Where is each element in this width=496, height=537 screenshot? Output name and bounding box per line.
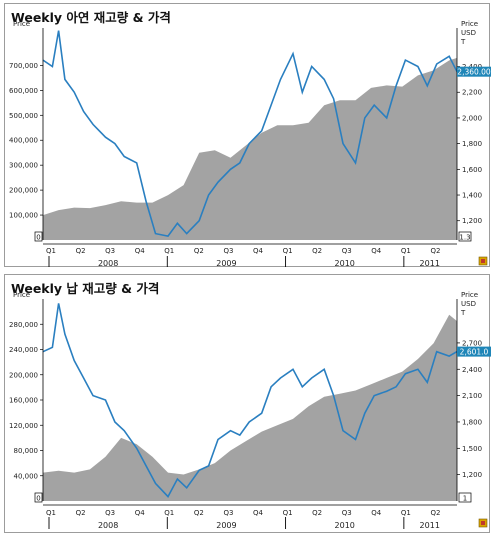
chart-title: Weekly 아연 재고량 & 가격 <box>11 10 171 25</box>
left-tick-label: 200,000 <box>9 371 38 379</box>
x-tick-label: Q4 <box>135 247 146 255</box>
left-axis-label: Price <box>13 291 30 299</box>
x-tick-label: Q4 <box>371 509 382 517</box>
price-line-series <box>42 303 458 498</box>
left-corner-marker-box <box>34 231 43 242</box>
left-axis-label: Price <box>13 20 30 28</box>
x-tick-label: Q3 <box>105 247 115 255</box>
year-label: 2011 <box>420 259 440 268</box>
x-tick-label: Q2 <box>194 247 204 255</box>
x-tick-label: Q1 <box>401 247 411 255</box>
x-tick-label: Q1 <box>46 509 56 517</box>
chart-settings-icon-inner <box>481 521 485 525</box>
x-tick-label: Q1 <box>401 509 411 517</box>
left-tick-label: 200,000 <box>9 187 38 195</box>
right-corner-marker-box <box>458 231 472 242</box>
lead-chart: Price PriceUSDT280,000240,000200,000160,0… <box>9 291 491 530</box>
x-tick-label: Q3 <box>105 509 115 517</box>
last-value-label: 2,360.00 <box>457 68 491 77</box>
right-tick-label: 1,400 <box>462 192 482 200</box>
x-tick-label: Q1 <box>283 247 293 255</box>
left-tick-label: 400,000 <box>9 137 38 145</box>
x-tick-label: Q3 <box>342 247 352 255</box>
year-label: 2011 <box>420 521 440 530</box>
x-tick-label: Q3 <box>223 509 233 517</box>
left-tick-label: 100,000 <box>9 212 38 220</box>
x-tick-label: Q2 <box>430 509 440 517</box>
last-value-label: 2,601.0 <box>460 348 489 357</box>
x-tick-label: Q1 <box>164 247 174 255</box>
right-tick-label: 1,200 <box>462 217 482 225</box>
left-corner-marker-box <box>34 492 43 503</box>
chart-title: Weekly 납 재고량 & 가격 <box>11 281 160 296</box>
price-line-series <box>42 30 458 237</box>
right-axis-label: USD <box>461 29 476 37</box>
right-axis-label: T <box>460 38 466 46</box>
x-tick-label: Q2 <box>194 509 204 517</box>
left-tick-label: 80,000 <box>14 447 39 455</box>
x-tick-label: Q2 <box>312 509 322 517</box>
left-tick-label: 700,000 <box>9 62 38 70</box>
x-tick-label: Q4 <box>253 509 264 517</box>
right-tick-label: 2,700 <box>462 339 482 347</box>
right-tick-label: 1,600 <box>462 166 482 174</box>
x-tick-label: Q2 <box>76 247 86 255</box>
right-tick-label: 2,100 <box>462 392 482 400</box>
right-tick-label: 2,000 <box>462 114 482 122</box>
x-tick-label: Q1 <box>283 509 293 517</box>
right-axis-label: Price <box>461 20 478 28</box>
right-corner-marker-box <box>458 492 472 503</box>
inventory-area-series <box>43 57 457 241</box>
x-tick-label: Q1 <box>46 247 56 255</box>
right-tick-label: 1,800 <box>462 140 482 148</box>
right-tick-label: 2,400 <box>462 366 482 374</box>
x-tick-label: Q4 <box>371 247 382 255</box>
left-tick-label: 600,000 <box>9 87 38 95</box>
right-corner-marker: 1.3 <box>459 234 470 242</box>
year-label: 2008 <box>98 521 118 530</box>
left-tick-label: 500,000 <box>9 112 38 120</box>
right-tick-label: 1,200 <box>462 471 482 479</box>
right-corner-marker: 1 <box>463 495 467 503</box>
left-corner-marker: 0 <box>36 495 40 503</box>
left-tick-label: 40,000 <box>14 472 39 480</box>
right-axis-label: USD <box>461 300 476 308</box>
last-value-badge <box>457 346 491 357</box>
left-tick-label: 120,000 <box>9 422 38 430</box>
left-corner-marker: 0 <box>36 234 40 242</box>
x-tick-label: Q4 <box>135 509 146 517</box>
right-tick-label: 2,200 <box>462 89 482 97</box>
right-axis-label: T <box>460 309 466 317</box>
left-tick-label: 300,000 <box>9 162 38 170</box>
x-tick-label: Q2 <box>76 509 86 517</box>
right-tick-label: 1,500 <box>462 445 482 453</box>
year-label: 2010 <box>335 259 355 268</box>
right-axis-label: Price <box>461 291 478 299</box>
inventory-area-series <box>43 314 457 501</box>
zinc-chart-panel: Weekly 아연 재고량 & 가격 Price Price USD T 700,000… <box>4 3 491 268</box>
left-tick-label: 280,000 <box>9 321 38 329</box>
x-tick-label: Q1 <box>164 509 174 517</box>
x-tick-label: Q2 <box>430 247 440 255</box>
left-tick-label: 240,000 <box>9 346 38 354</box>
x-tick-label: Q4 <box>253 247 264 255</box>
left-tick-label: 160,000 <box>9 397 38 405</box>
year-label: 2010 <box>335 521 355 530</box>
chart-settings-icon-inner <box>481 259 485 263</box>
year-label: 2009 <box>216 259 236 268</box>
lead-chart-panel: Weekly 납 재고량 & 가격 Price Price USD T 280,000 2… <box>4 274 491 533</box>
last-value-badge <box>457 66 491 77</box>
zinc-chart: Price PriceUSDT700,000600,000500,000400,0… <box>9 20 491 268</box>
year-label: 2009 <box>216 521 236 530</box>
x-tick-label: Q3 <box>342 509 352 517</box>
year-label: 2008 <box>98 259 118 268</box>
right-tick-label: 1,800 <box>462 418 482 426</box>
x-tick-label: Q2 <box>312 247 322 255</box>
x-tick-label: Q3 <box>223 247 233 255</box>
